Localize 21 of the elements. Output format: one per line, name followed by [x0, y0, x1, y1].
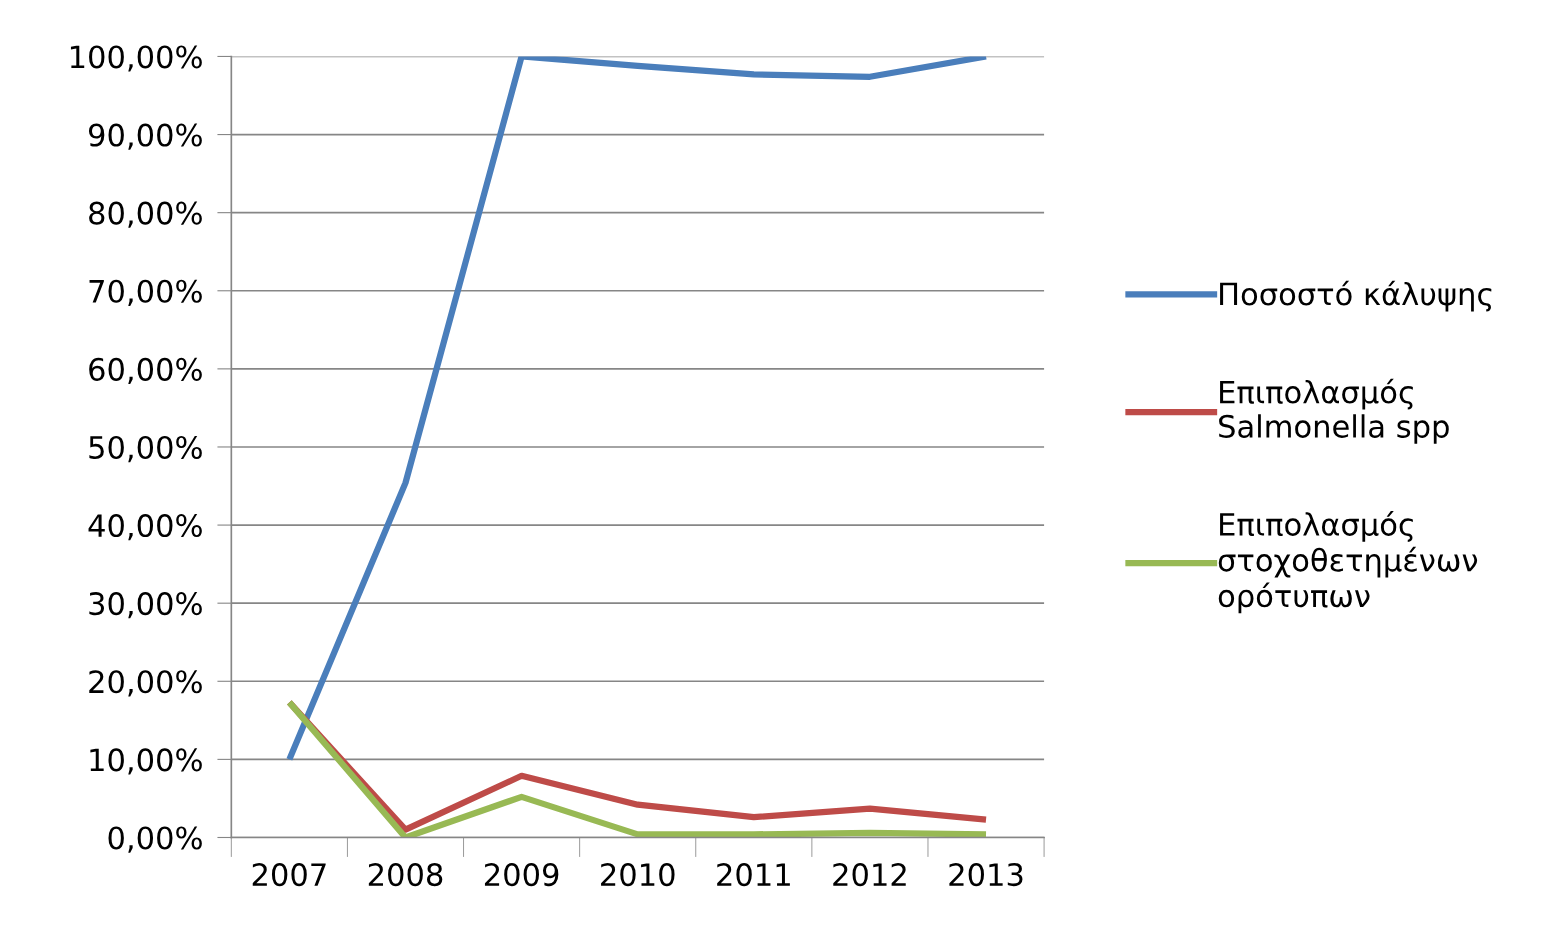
x-tick-label: 2013 — [949, 863, 1023, 887]
x-tick-label: 2012 — [833, 863, 906, 887]
y-tick-label: 40,00% — [88, 514, 202, 541]
y-tick-label: 80,00% — [89, 201, 202, 228]
x-tick-label: 2007 — [252, 863, 326, 887]
x-tick-label: 2008 — [368, 863, 443, 887]
y-tick-label: 30,00% — [89, 592, 202, 619]
y-tick-label: 20,00% — [89, 670, 202, 697]
x-tick-label: 2010 — [601, 863, 675, 887]
legend-label: Επιπολασμός Salmonella spp — [1219, 378, 1449, 444]
x-tick-label: 2009 — [484, 863, 559, 887]
x-tick-label: 2011 — [717, 863, 790, 887]
legend-label: Επιπολασμός στοχοθετημένων ορότυπων — [1218, 511, 1478, 614]
y-tick-label: 50,00% — [89, 435, 202, 463]
y-tick-label: 0,00% — [108, 826, 202, 853]
y-tick-label: 100,00% — [70, 45, 202, 72]
y-tick-label: 70,00% — [89, 279, 202, 306]
y-tick-label: 90,00% — [88, 123, 202, 150]
y-tick-label: 10,00% — [90, 748, 202, 775]
y-tick-label: 60,00% — [89, 357, 202, 385]
legend-label: Ποσοστό κάλυψης — [1220, 280, 1492, 312]
